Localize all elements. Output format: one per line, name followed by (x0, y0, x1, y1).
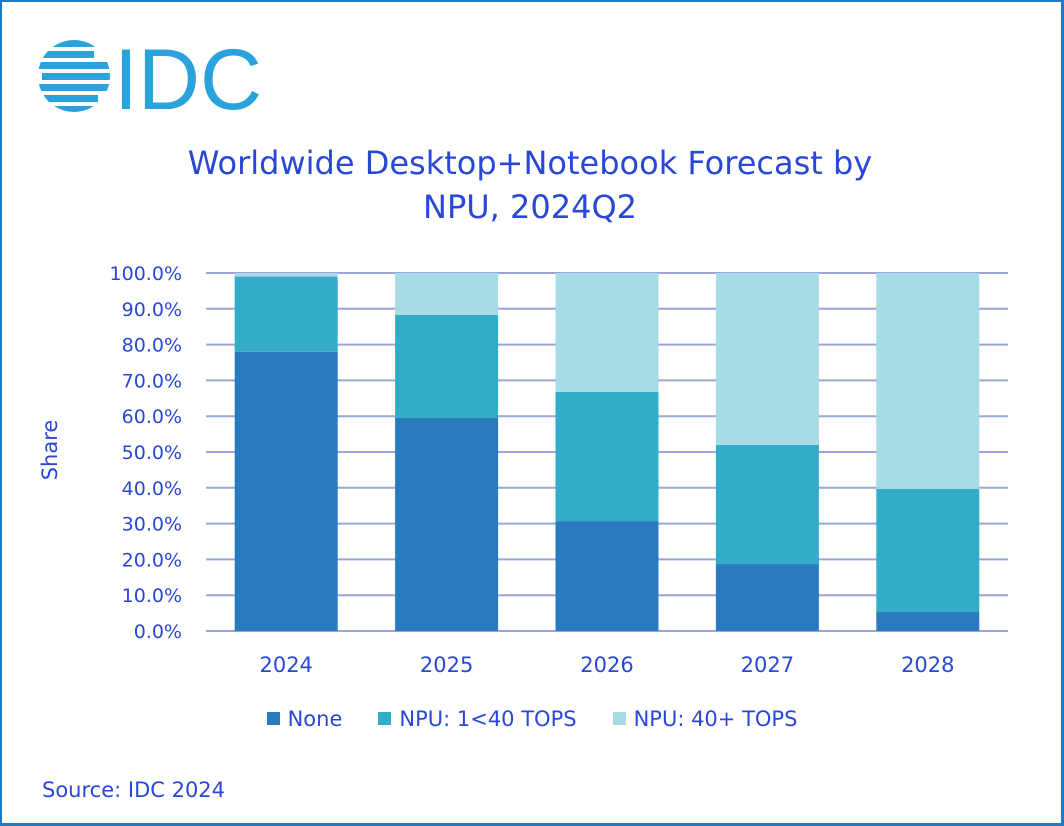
bar-segment (555, 521, 659, 631)
x-tick-label: 2024 (259, 653, 312, 677)
x-tick-label: 2026 (580, 653, 633, 677)
y-tick-label: 20.0% (122, 549, 182, 571)
legend-item: None (266, 706, 343, 731)
y-tick-label: 70.0% (122, 370, 182, 392)
y-tick-label: 100.0% (110, 263, 182, 285)
legend: None NPU: 1<40 TOPS NPU: 40+ TOPS (0, 706, 1064, 731)
idc-globe-icon (38, 40, 110, 112)
chart-title-line-1: Worldwide Desktop+Notebook Forecast by (187, 144, 873, 182)
y-tick-label: 90.0% (122, 299, 182, 321)
legend-item: NPU: 40+ TOPS (612, 706, 798, 731)
logo-text: IDC (114, 38, 262, 114)
bar-segment (234, 273, 338, 277)
bar-segment (234, 351, 338, 631)
legend-label: None (287, 706, 343, 731)
chart-title-line-2: NPU, 2024Q2 (423, 188, 637, 226)
chart-plot: 0.0% 10.0% 20.0% 30.0% 40.0% 50.0% 60.0% 70.0% 8… (110, 263, 1008, 677)
y-tick-label: 10.0% (122, 585, 182, 607)
y-tick-label: 50.0% (122, 442, 182, 464)
legend-swatch (378, 712, 392, 725)
chart-title: Worldwide Desktop+Notebook Forecast by N… (0, 141, 1060, 229)
x-tick-label: 2025 (420, 653, 473, 677)
legend-swatch (266, 712, 280, 725)
bars (234, 273, 980, 631)
bar-segment (715, 273, 819, 445)
bar-segment (395, 273, 499, 315)
y-tick-label: 80.0% (122, 335, 182, 357)
bar-segment (876, 488, 980, 613)
bar-segment (555, 391, 659, 522)
bar-segment (234, 276, 338, 352)
legend-label: NPU: 40+ TOPS (633, 706, 798, 731)
x-tick-label: 2027 (741, 653, 794, 677)
bar-segment (395, 314, 499, 418)
y-tick-label: 30.0% (122, 514, 182, 536)
legend-item: NPU: 1<40 TOPS (378, 706, 577, 731)
legend-label: NPU: 1<40 TOPS (399, 706, 577, 731)
x-tick-label: 2028 (901, 653, 954, 677)
y-tick-label: 0.0% (134, 621, 182, 643)
bar-segment (715, 444, 819, 565)
source-note: Source: IDC 2024 (42, 778, 226, 802)
bar-segment (715, 564, 819, 631)
x-tick-labels: 2024 2025 2026 2027 2028 (259, 653, 954, 677)
y-tick-label: 60.0% (122, 406, 182, 428)
bar-segment (876, 612, 980, 631)
bar-segment (876, 273, 980, 489)
bar-segment (555, 273, 659, 392)
y-tick-labels: 0.0% 10.0% 20.0% 30.0% 40.0% 50.0% 60.0% 70.0% 8… (110, 263, 182, 643)
legend-swatch (612, 712, 626, 725)
y-tick-label: 40.0% (122, 478, 182, 500)
idc-logo: IDC (38, 38, 262, 114)
bar-segment (395, 417, 499, 631)
